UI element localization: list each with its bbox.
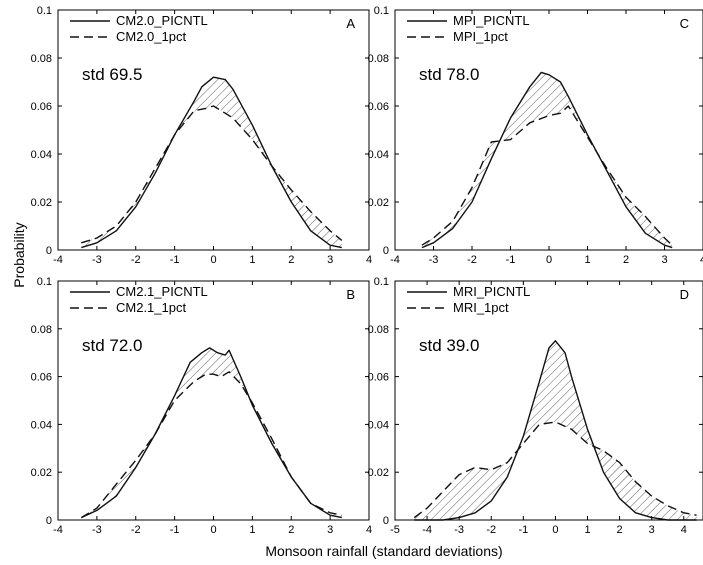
x-tick-label: 3	[327, 524, 333, 536]
panel-letter: D	[680, 287, 689, 302]
x-tick-label: 2	[617, 524, 623, 536]
series-line-2	[421, 105, 673, 246]
panel-d: -5 -4 -3 -2 -1 0 1 2 3 400.020.040.060.080.1DMRI_…	[368, 276, 703, 536]
legend-label: CM2.1_PICNTL	[116, 284, 208, 299]
x-tick-label: 2	[623, 254, 629, 266]
y-tick-label: 0.04	[368, 419, 389, 431]
series-line-1	[414, 340, 697, 521]
x-tick-label: -2	[131, 524, 141, 536]
x-tick-label: 1	[249, 524, 255, 536]
y-axis-label: Probability	[11, 222, 27, 287]
y-tick-label: 0.08	[368, 324, 389, 336]
plot-frame	[394, 9, 703, 251]
std-annotation: std 69.5	[82, 65, 143, 84]
y-tick-label: 0	[383, 515, 389, 527]
legend-label: CM2.1_1pct	[116, 300, 186, 315]
y-tick-label: 0.04	[31, 419, 52, 431]
panel-letter: A	[346, 16, 355, 31]
x-tick-label: 2	[288, 254, 294, 266]
x-tick-label: 4	[681, 524, 687, 536]
x-axis-label: Monsoon rainfall (standard deviations)	[265, 543, 502, 559]
x-tick-label: -2	[131, 254, 141, 266]
y-tick-label: 0.06	[31, 372, 52, 384]
y-tick-label: 0.02	[31, 197, 52, 209]
x-tick-label: -1	[506, 254, 516, 266]
y-tick-label: 0.06	[368, 101, 389, 113]
x-tick-label: -1	[518, 524, 528, 536]
y-tick-label: 0.02	[31, 467, 52, 479]
legend-label: MPI_PICNTL	[453, 13, 530, 28]
plot-frame	[394, 280, 703, 521]
panel-a: -4 -3 -2 -1 0 1 2 3 4 0 0.02 0.04 0.06 0.08 0.1 A CM2.0_…	[31, 5, 372, 266]
std-annotation: std 78.0	[419, 65, 480, 84]
x-tick-label: 3	[661, 254, 667, 266]
hatched-difference-area	[81, 348, 342, 518]
x-tick-label: -4	[53, 524, 63, 536]
hatched-difference-area	[414, 340, 697, 520]
x-tick-label: -2	[486, 524, 496, 536]
hatched-difference-area	[81, 77, 342, 248]
std-annotation: std 39.0	[419, 336, 480, 355]
x-tick-label: -3	[429, 254, 439, 266]
x-tick-label: 0	[552, 524, 558, 536]
y-tick-label: 0.1	[37, 276, 52, 288]
series-line-1	[81, 76, 342, 249]
x-tick-label: -5	[390, 524, 400, 536]
y-tick-label: 0	[46, 245, 52, 257]
x-tick-label: -4	[53, 254, 63, 266]
x-tick-label: -1	[170, 524, 180, 536]
x-tick-label: 4	[366, 254, 372, 266]
x-tick-label: -4	[422, 524, 432, 536]
panel-letter: B	[346, 287, 355, 302]
y-tick-label: 0.02	[368, 197, 389, 209]
panel-letter: C	[680, 16, 689, 31]
series-line-1	[421, 71, 673, 249]
y-tick-label: 0.1	[37, 5, 52, 17]
x-tick-label: 0	[546, 254, 552, 266]
y-tick-label: 0	[383, 245, 389, 257]
panel-b: -4 -3 -2 -1 0 1 2 3 4 0 0.02 0.04 0.06 0.08 0.1 B CM2.1_…	[31, 276, 372, 536]
x-tick-label: 1	[249, 254, 255, 266]
y-tick-label: 0.04	[368, 149, 389, 161]
series-line-2	[81, 105, 343, 244]
x-tick-label: 4	[366, 524, 372, 536]
x-tick-label: -3	[454, 524, 464, 536]
plot-frame	[57, 280, 370, 521]
panel-c: -4-3-2-10123400.020.040.060.080.1CMPI_PI…	[368, 5, 703, 266]
y-tick-label: 0.08	[31, 53, 52, 65]
x-tick-label: 3	[649, 524, 655, 536]
y-tick-label: 0.06	[368, 372, 389, 384]
y-tick-label: 0.1	[374, 5, 389, 17]
legend-label: CM2.0_1pct	[116, 29, 186, 44]
x-tick-label: 2	[288, 524, 294, 536]
x-tick-label: -4	[390, 254, 400, 266]
x-tick-label: 1	[584, 254, 590, 266]
legend-label: MRI_1pct	[453, 300, 509, 315]
hatched-difference-area	[421, 73, 673, 248]
y-tick-label: 0.08	[368, 53, 389, 65]
y-tick-label: 0.02	[368, 467, 389, 479]
x-tick-label: 0	[210, 254, 216, 266]
x-tick-label: -3	[92, 254, 102, 266]
legend-label: MPI_1pct	[453, 29, 508, 44]
x-tick-label: 4	[700, 254, 703, 266]
y-tick-label: 0.04	[31, 149, 52, 161]
x-tick-label: -3	[92, 524, 102, 536]
x-tick-label: 0	[210, 524, 216, 536]
x-tick-label: 1	[584, 524, 590, 536]
plot-frame	[57, 9, 370, 251]
series-line-2	[413, 421, 697, 519]
series-line-2	[80, 371, 342, 519]
legend-label: CM2.0_PICNTL	[116, 13, 208, 28]
std-annotation: std 72.0	[82, 336, 143, 355]
x-tick-label: 3	[327, 254, 333, 266]
x-tick-label: -1	[170, 254, 180, 266]
y-tick-label: 0.08	[31, 324, 52, 336]
y-tick-label: 0.1	[374, 276, 389, 288]
y-tick-label: 0	[46, 515, 52, 527]
legend-label: MRI_PICNTL	[453, 284, 530, 299]
x-tick-label: -2	[467, 254, 477, 266]
y-tick-label: 0.06	[31, 101, 52, 113]
